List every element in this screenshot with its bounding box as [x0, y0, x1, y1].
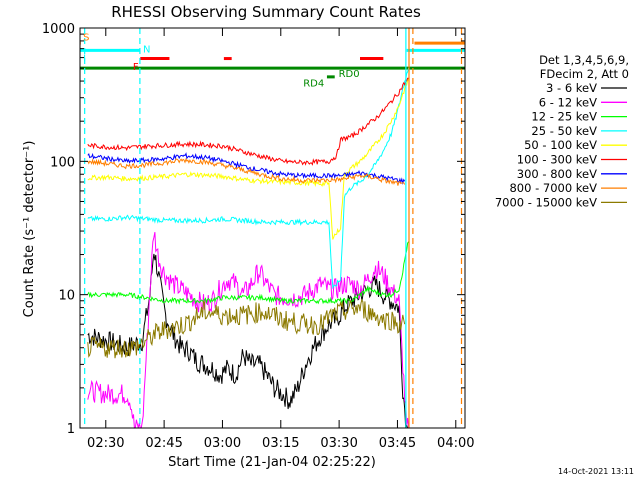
legend-header-line: FDecim 2, Att 0 — [540, 67, 629, 81]
chart-title: RHESSI Observing Summary Count Rates — [111, 3, 421, 21]
x-tick-label: 03:15 — [262, 436, 299, 451]
y-axis: 1 10 100 1000 — [42, 22, 465, 437]
annotation-s: S — [83, 33, 89, 44]
series-line-9 — [87, 298, 406, 359]
legend-label: 12 - 25 keV — [531, 110, 597, 124]
legend-label: 6 - 12 keV — [539, 95, 597, 109]
series-line-2 — [87, 232, 410, 429]
legend-label: 7000 - 15000 keV — [495, 195, 597, 209]
x-tick-label: 03:45 — [379, 436, 416, 451]
series-line-6 — [87, 77, 409, 166]
series-line-8 — [87, 157, 406, 186]
x-axis-label: Start Time (21-Jan-04 02:25:22) — [168, 455, 376, 470]
annotation-f: F — [133, 62, 139, 73]
x-tick-label: 03:30 — [320, 436, 357, 451]
x-tick-label: 04:00 — [437, 436, 474, 451]
footer-timestamp: 14-Oct-2021 13:11 — [558, 467, 634, 476]
x-tick-label: 02:45 — [145, 436, 182, 451]
series-line-5 — [87, 78, 410, 240]
plot-frame — [79, 27, 466, 429]
y-tick-label: 10 — [58, 289, 75, 304]
y-tick-label: 1 — [67, 422, 75, 437]
y-tick-label: 1000 — [42, 22, 75, 37]
legend-label: 100 - 300 keV — [517, 153, 597, 167]
series-line-3 — [87, 241, 410, 305]
legend-label: 50 - 100 keV — [524, 138, 597, 152]
x-axis: 02:30 02:45 03:00 03:15 03:30 03:45 04:00 — [87, 28, 475, 451]
series-line-4 — [87, 67, 410, 290]
legend-header-line: Det 1,3,4,5,6,9, — [539, 53, 629, 67]
plot-area: SI NF RD0 RD4 — [80, 28, 465, 429]
annotation-i: I — [83, 54, 86, 65]
legend-label: 300 - 800 keV — [517, 167, 597, 181]
series-line-1 — [87, 253, 409, 429]
annotation-rd4: RD4 — [303, 79, 324, 90]
series-line-7 — [87, 152, 406, 185]
annotation-n: N — [143, 45, 150, 56]
y-axis-label: Count Rate (s⁻¹ detector⁻¹) — [22, 141, 37, 318]
legend-label: 25 - 50 keV — [531, 124, 597, 138]
legend-label: 3 - 6 keV — [546, 81, 597, 95]
legend-label: 800 - 7000 keV — [509, 181, 597, 195]
x-tick-label: 02:30 — [87, 436, 124, 451]
y-tick-label: 100 — [50, 155, 75, 170]
x-tick-label: 03:00 — [204, 436, 241, 451]
annotation-rd0: RD0 — [339, 69, 360, 80]
legend: Det 1,3,4,5,6,9,FDecim 2, Att 03 - 6 keV… — [495, 53, 629, 209]
